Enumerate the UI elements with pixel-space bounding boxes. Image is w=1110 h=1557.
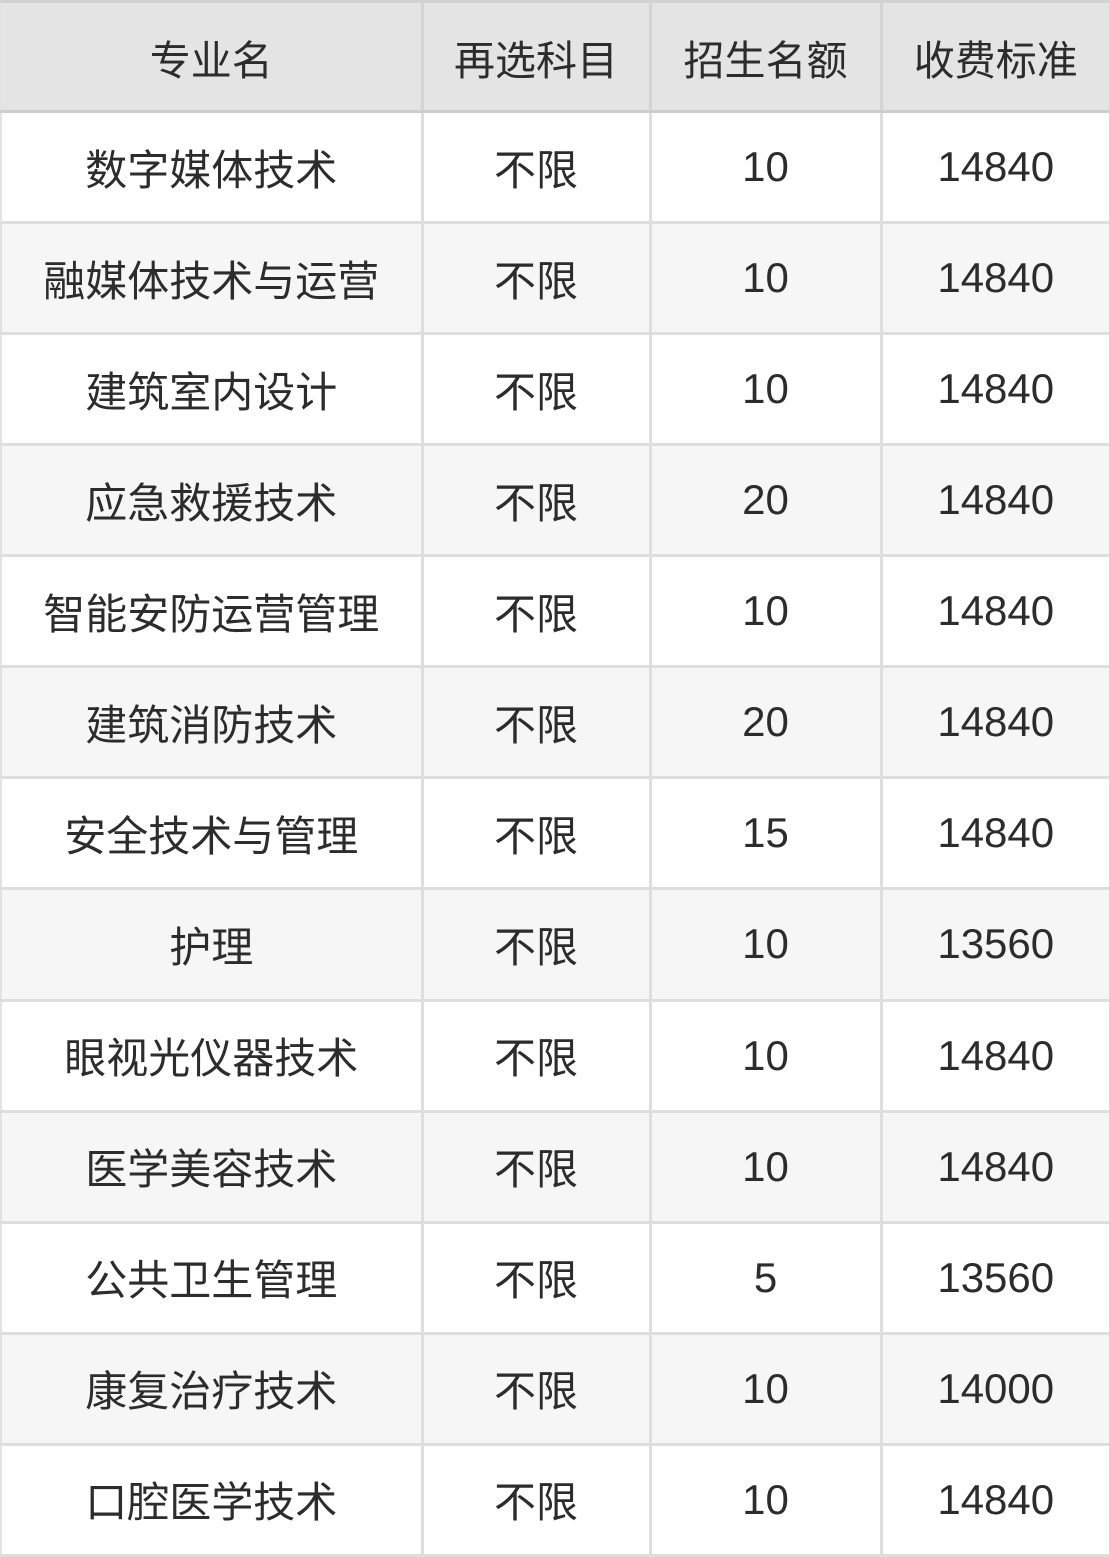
column-header-major: 专业名	[1, 1, 424, 113]
table-row: 应急救援技术 不限 20 14840	[1, 444, 1110, 558]
cell-major: 建筑消防技术	[1, 666, 424, 780]
cell-subject: 不限	[422, 1333, 652, 1446]
table-row: 融媒体技术与运营 不限 10 14840	[1, 222, 1110, 336]
table-body: 数字媒体技术 不限 10 14840 融媒体技术与运营 不限 10 14840 …	[1, 111, 1110, 1557]
column-header-quota: 招生名额	[650, 1, 883, 113]
cell-fee: 14000	[881, 1333, 1110, 1446]
cell-major: 医学美容技术	[1, 1111, 424, 1224]
cell-major: 应急救援技术	[1, 444, 424, 558]
cell-subject: 不限	[422, 1222, 652, 1335]
cell-subject: 不限	[422, 777, 652, 891]
header-row: 专业名 再选科目 招生名额 收费标准	[1, 1, 1110, 113]
cell-fee: 14840	[881, 1000, 1110, 1113]
cell-major: 数字媒体技术	[1, 111, 424, 225]
table-row: 眼视光仪器技术 不限 10 14840	[1, 1000, 1110, 1113]
cell-fee: 14840	[881, 1444, 1110, 1557]
cell-quota: 10	[650, 1444, 883, 1557]
cell-subject: 不限	[422, 222, 652, 336]
cell-fee: 13560	[881, 888, 1110, 1002]
table-row: 康复治疗技术 不限 10 14000	[1, 1333, 1110, 1446]
cell-fee: 14840	[881, 666, 1110, 780]
cell-quota: 15	[650, 777, 883, 891]
table-row: 口腔医学技术 不限 10 14840	[1, 1444, 1110, 1557]
cell-major: 智能安防运营管理	[1, 555, 424, 669]
cell-quota: 10	[650, 333, 883, 447]
cell-fee: 14840	[881, 777, 1110, 891]
cell-fee: 14840	[881, 444, 1110, 558]
table-row: 数字媒体技术 不限 10 14840	[1, 111, 1110, 225]
cell-quota: 10	[650, 111, 883, 225]
cell-quota: 10	[650, 555, 883, 669]
column-header-fee: 收费标准	[881, 1, 1110, 113]
cell-subject: 不限	[422, 1111, 652, 1224]
cell-major: 康复治疗技术	[1, 1333, 424, 1446]
cell-fee: 14840	[881, 333, 1110, 447]
table-row: 公共卫生管理 不限 5 13560	[1, 1222, 1110, 1335]
cell-major: 安全技术与管理	[1, 777, 424, 891]
cell-major: 护理	[1, 888, 424, 1002]
table-row: 医学美容技术 不限 10 14840	[1, 1111, 1110, 1224]
table-row: 安全技术与管理 不限 15 14840	[1, 777, 1110, 891]
cell-fee: 14840	[881, 555, 1110, 669]
cell-quota: 10	[650, 1111, 883, 1224]
table-row: 建筑消防技术 不限 20 14840	[1, 666, 1110, 780]
cell-subject: 不限	[422, 1000, 652, 1113]
cell-subject: 不限	[422, 444, 652, 558]
cell-quota: 10	[650, 222, 883, 336]
cell-subject: 不限	[422, 555, 652, 669]
cell-subject: 不限	[422, 888, 652, 1002]
table-header: 专业名 再选科目 招生名额 收费标准	[1, 1, 1110, 113]
cell-quota: 20	[650, 444, 883, 558]
cell-major: 融媒体技术与运营	[1, 222, 424, 336]
cell-fee: 13560	[881, 1222, 1110, 1335]
cell-major: 公共卫生管理	[1, 1222, 424, 1335]
table-row: 智能安防运营管理 不限 10 14840	[1, 555, 1110, 669]
cell-subject: 不限	[422, 1444, 652, 1557]
cell-subject: 不限	[422, 333, 652, 447]
table-row: 护理 不限 10 13560	[1, 888, 1110, 1002]
cell-major: 建筑室内设计	[1, 333, 424, 447]
cell-fee: 14840	[881, 111, 1110, 225]
cell-subject: 不限	[422, 666, 652, 780]
cell-fee: 14840	[881, 222, 1110, 336]
cell-quota: 10	[650, 1333, 883, 1446]
cell-quota: 20	[650, 666, 883, 780]
table-row: 建筑室内设计 不限 10 14840	[1, 333, 1110, 447]
cell-quota: 10	[650, 888, 883, 1002]
cell-subject: 不限	[422, 111, 652, 225]
cell-major: 口腔医学技术	[1, 1444, 424, 1557]
cell-quota: 10	[650, 1000, 883, 1113]
cell-major: 眼视光仪器技术	[1, 1000, 424, 1113]
cell-fee: 14840	[881, 1111, 1110, 1224]
column-header-subject: 再选科目	[422, 1, 652, 113]
cell-quota: 5	[650, 1222, 883, 1335]
